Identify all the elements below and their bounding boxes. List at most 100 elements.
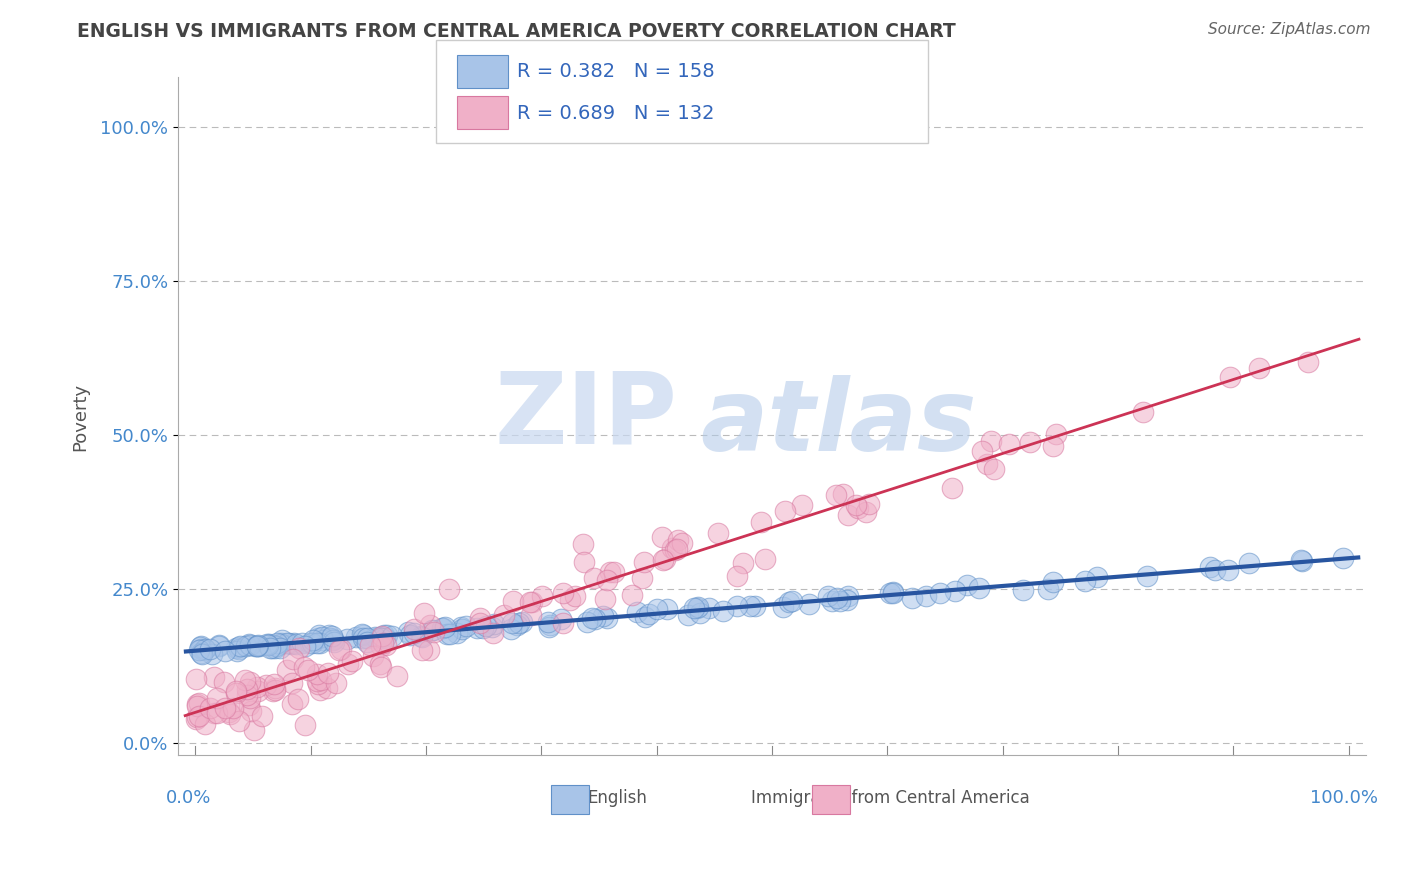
Point	[235, 688, 257, 702]
Point	[264, 682, 287, 697]
Point	[226, 644, 249, 658]
Point	[592, 609, 614, 624]
Point	[187, 697, 209, 711]
Point	[350, 627, 373, 641]
Point	[198, 641, 221, 656]
Point	[915, 589, 938, 603]
Point	[437, 582, 460, 596]
Point	[560, 593, 582, 607]
Point	[375, 638, 398, 652]
Point	[941, 482, 963, 496]
Point	[262, 684, 284, 698]
Point	[593, 591, 616, 606]
Point	[837, 589, 859, 603]
Point	[657, 602, 679, 616]
Point	[271, 633, 294, 648]
Point	[236, 682, 259, 697]
Point	[262, 638, 284, 652]
Point	[583, 612, 606, 626]
Point	[186, 712, 208, 726]
Point	[411, 630, 433, 644]
Point	[550, 611, 572, 625]
Point	[307, 673, 329, 688]
Point	[465, 621, 488, 635]
Point	[422, 624, 444, 638]
Point	[1204, 563, 1226, 577]
Point	[792, 498, 814, 512]
Point	[294, 639, 316, 653]
Point	[188, 709, 211, 723]
Point	[976, 457, 998, 471]
Point	[583, 571, 606, 585]
Text: ZIP: ZIP	[494, 368, 678, 465]
Point	[450, 619, 472, 633]
Point	[366, 632, 388, 646]
Point	[879, 586, 901, 600]
Point	[530, 589, 553, 603]
Point	[858, 497, 880, 511]
Point	[572, 555, 595, 569]
Point	[1218, 563, 1240, 577]
Point	[536, 615, 558, 629]
Point	[385, 669, 408, 683]
Point	[821, 594, 844, 608]
Point	[967, 581, 990, 595]
Point	[322, 633, 344, 648]
Point	[780, 594, 803, 608]
Point	[688, 599, 710, 614]
Point	[190, 640, 212, 654]
Text: English: English	[588, 789, 648, 807]
Point	[553, 586, 575, 600]
Point	[285, 637, 308, 651]
Point	[633, 555, 655, 569]
Point	[707, 525, 730, 540]
Point	[356, 631, 378, 645]
Point	[291, 636, 314, 650]
Point	[307, 666, 329, 681]
Point	[186, 699, 208, 714]
Point	[882, 584, 904, 599]
Point	[301, 636, 323, 650]
Point	[725, 599, 748, 613]
Point	[775, 504, 797, 518]
Point	[361, 649, 384, 664]
Point	[311, 630, 333, 644]
Point	[671, 535, 693, 549]
Point	[368, 657, 391, 671]
Point	[738, 599, 761, 613]
Point	[520, 608, 543, 623]
Point	[359, 638, 381, 652]
Point	[845, 498, 868, 512]
Point	[336, 632, 359, 646]
Point	[190, 646, 212, 660]
Point	[398, 628, 420, 642]
Point	[257, 637, 280, 651]
Point	[998, 437, 1021, 451]
Point	[259, 640, 281, 655]
Text: ENGLISH VS IMMIGRANTS FROM CENTRAL AMERICA POVERTY CORRELATION CHART: ENGLISH VS IMMIGRANTS FROM CENTRAL AMERI…	[77, 22, 956, 41]
Point	[537, 620, 560, 634]
Point	[266, 635, 288, 649]
Point	[1042, 439, 1064, 453]
Text: 0.0%: 0.0%	[166, 789, 211, 807]
Point	[316, 666, 339, 681]
Point	[626, 605, 648, 619]
Point	[239, 638, 262, 652]
Point	[474, 619, 496, 633]
Point	[318, 628, 340, 642]
Text: R = 0.382   N = 158: R = 0.382 N = 158	[517, 62, 716, 81]
Point	[432, 621, 454, 635]
Point	[492, 608, 515, 623]
Text: atlas: atlas	[700, 375, 977, 472]
Point	[665, 542, 688, 557]
Point	[370, 640, 392, 654]
Point	[603, 565, 626, 579]
Point	[828, 593, 851, 607]
Point	[228, 642, 250, 657]
Point	[281, 652, 304, 666]
Point	[411, 631, 433, 645]
Point	[470, 611, 492, 625]
Point	[322, 632, 344, 647]
Point	[846, 501, 869, 516]
Point	[307, 677, 329, 691]
